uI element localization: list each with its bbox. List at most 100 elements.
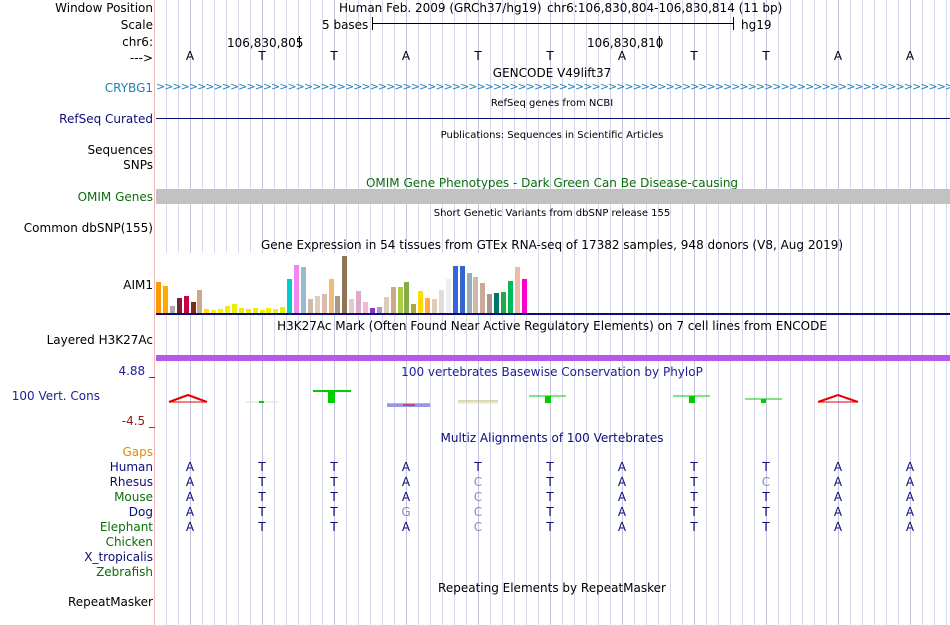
gtex-tissue-bar[interactable]	[162, 286, 168, 313]
gtex-tissue-bar[interactable]	[300, 267, 306, 313]
gaps-label[interactable]: Gaps	[122, 445, 153, 459]
gtex-tissue-bar[interactable]	[259, 310, 265, 313]
phylop-conservation-plot[interactable]	[156, 380, 950, 416]
gtex-tissue-bar[interactable]	[356, 291, 362, 313]
gtex-tissue-bar[interactable]	[432, 299, 437, 313]
gtex-tissue-bar[interactable]	[156, 282, 161, 313]
gtex-tissue-bar[interactable]	[238, 308, 244, 313]
guide-line	[826, 0, 827, 625]
species-label[interactable]: Elephant	[99, 520, 153, 534]
omim-track-label[interactable]: OMIM Genes	[77, 190, 153, 204]
gtex-tissue-bar[interactable]	[501, 292, 506, 313]
species-label[interactable]: Zebrafish	[96, 565, 153, 579]
gtex-tissue-bar[interactable]	[376, 307, 382, 313]
gtex-tissue-bar[interactable]	[252, 308, 258, 313]
gtex-tissue-bar[interactable]	[487, 294, 493, 313]
gtex-tissue-bar[interactable]	[466, 273, 472, 313]
species-label[interactable]: X_tropicalis	[84, 550, 153, 564]
dbsnp-track-label[interactable]: Common dbSNP(155)	[23, 221, 153, 235]
h3k27ac-track-title: H3K27Ac Mark (Often Found Near Active Re…	[277, 319, 827, 333]
gtex-tissue-bar[interactable]	[245, 309, 251, 313]
strand-label[interactable]: --->	[129, 51, 153, 65]
chrom-label[interactable]: chr6:	[122, 35, 153, 49]
aligned-base: A	[833, 520, 843, 534]
gtex-tissue-bar[interactable]	[383, 297, 389, 313]
gtex-tissue-bar[interactable]	[369, 308, 375, 313]
aligned-base: A	[833, 505, 843, 519]
guide-line	[766, 0, 767, 625]
window-position: chr6:106,830,804-106,830,814 (11 bp)	[547, 1, 783, 15]
aligned-base: A	[617, 520, 627, 534]
phylop-track-label[interactable]: 100 Vert. Cons	[11, 389, 100, 403]
gtex-tissue-bar[interactable]	[521, 279, 527, 313]
gtex-tissue-bar[interactable]	[425, 298, 431, 313]
gtex-tissue-bar[interactable]	[328, 279, 334, 313]
gtex-tissue-bar[interactable]	[321, 294, 327, 313]
gtex-tissue-bar[interactable]	[452, 266, 458, 313]
gtex-gene-label[interactable]: AIM1	[123, 278, 153, 292]
guide-line	[682, 0, 683, 625]
gtex-tissue-bar[interactable]	[287, 279, 293, 313]
gtex-tissue-bar[interactable]	[183, 296, 189, 313]
gtex-tissue-bar[interactable]	[494, 293, 500, 313]
species-label[interactable]: Rhesus	[109, 475, 153, 489]
guide-line	[802, 0, 803, 625]
snps-track-label[interactable]: SNPs	[123, 158, 153, 172]
gtex-tissue-bar[interactable]	[342, 256, 348, 313]
gtex-tissue-bar[interactable]	[294, 265, 299, 313]
gtex-tissue-bar[interactable]	[231, 304, 237, 313]
gtex-tissue-bar[interactable]	[514, 267, 520, 313]
gtex-tissue-bar[interactable]	[225, 306, 230, 313]
gtex-tissue-bar[interactable]	[390, 287, 396, 313]
refseq-track-label[interactable]: RefSeq Curated	[59, 112, 153, 126]
gtex-tissue-bar[interactable]	[218, 309, 224, 313]
gtex-tissue-bar[interactable]	[211, 310, 217, 313]
gtex-tissue-bar[interactable]	[169, 306, 175, 313]
omim-feature-bar[interactable]	[156, 189, 950, 204]
gtex-tissue-bar[interactable]	[473, 277, 479, 313]
scale-label[interactable]: Scale	[120, 18, 153, 32]
gtex-tissue-bar[interactable]	[280, 307, 286, 313]
aligned-base: T	[330, 490, 338, 504]
gtex-tissue-bar[interactable]	[176, 298, 182, 313]
gtex-expression-chart[interactable]	[156, 253, 536, 313]
aligned-base: A	[617, 460, 627, 474]
gtex-tissue-bar[interactable]	[335, 296, 341, 313]
gtex-tissue-bar[interactable]	[397, 287, 403, 313]
species-label[interactable]: Chicken	[105, 535, 153, 549]
gencode-gene-feature[interactable]: >>>>>>>>>>>>>>>>>>>>>>>>>>>>>>>>>>>>>>>>…	[156, 80, 950, 93]
gtex-tissue-bar[interactable]	[411, 304, 417, 313]
reference-base: T	[762, 49, 770, 63]
gtex-tissue-bar[interactable]	[418, 291, 424, 313]
gtex-tissue-bar[interactable]	[363, 302, 368, 313]
species-label[interactable]: Human	[109, 460, 153, 474]
gencode-gene-label[interactable]: CRYBG1	[104, 81, 153, 95]
gtex-tissue-bar[interactable]	[349, 299, 355, 313]
gtex-track-title: Gene Expression in 54 tissues from GTEx …	[260, 238, 844, 252]
refseq-gene-feature[interactable]	[156, 118, 950, 119]
gtex-tissue-bar[interactable]	[314, 296, 320, 313]
gtex-tissue-bar[interactable]	[204, 309, 210, 313]
h3k27ac-track-label[interactable]: Layered H3K27Ac	[46, 333, 153, 347]
gtex-tissue-bar[interactable]	[273, 309, 279, 313]
gtex-tissue-bar[interactable]	[190, 302, 196, 313]
gtex-tissue-bar[interactable]	[480, 283, 486, 313]
gtex-tissue-bar[interactable]	[459, 266, 465, 313]
gtex-tissue-bar[interactable]	[438, 290, 444, 313]
reference-base: T	[474, 49, 482, 63]
gtex-tissue-bar[interactable]	[197, 290, 203, 313]
gtex-tissue-bar[interactable]	[507, 281, 513, 313]
window-position-label[interactable]: Window Position	[55, 1, 153, 15]
h3k27ac-signal-bar[interactable]	[156, 355, 950, 361]
gtex-tissue-bar[interactable]	[266, 308, 272, 313]
publications-track-label[interactable]: Sequences	[87, 143, 153, 157]
guide-line	[934, 0, 935, 625]
species-label[interactable]: Dog	[128, 505, 153, 519]
species-label[interactable]: Mouse	[114, 490, 153, 504]
repeatmasker-track-label[interactable]: RepeatMasker	[67, 595, 153, 609]
aligned-base: T	[762, 505, 770, 519]
gtex-tissue-bar[interactable]	[307, 299, 313, 313]
gtex-tissue-bar[interactable]	[404, 282, 410, 313]
gtex-tissue-bar[interactable]	[445, 279, 451, 313]
